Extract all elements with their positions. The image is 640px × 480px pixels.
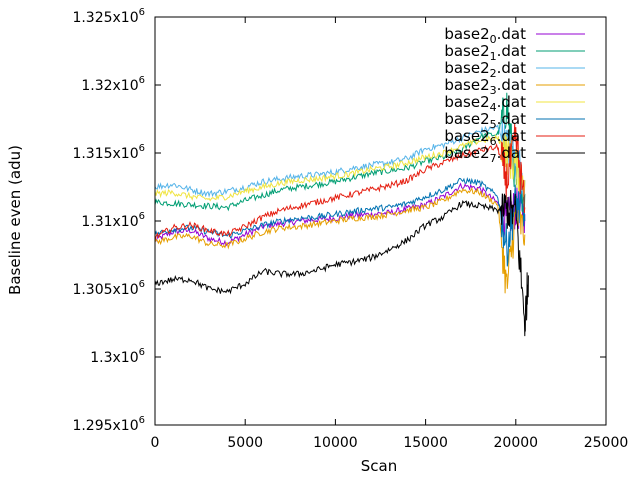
y-tick-mantissa: 1.305x10 bbox=[72, 282, 138, 298]
x-tick-label: 10000 bbox=[313, 435, 358, 451]
legend-name-subscript: 7 bbox=[490, 152, 497, 165]
legend-name-base: base2 bbox=[444, 25, 489, 43]
legend-entry-label: base23.dat bbox=[444, 76, 526, 97]
series-line-7 bbox=[154, 189, 529, 337]
y-tick-label: 1.315x106 bbox=[72, 143, 145, 162]
legend-name-base: base2 bbox=[444, 93, 489, 111]
y-tick-exponent: 6 bbox=[139, 415, 145, 426]
series-line-3 bbox=[154, 187, 526, 294]
legend-name-base: base2 bbox=[444, 127, 489, 145]
y-tick-mantissa: 1.315x10 bbox=[72, 146, 138, 162]
legend-name-suffix: .dat bbox=[497, 25, 526, 43]
y-tick-exponent: 6 bbox=[139, 75, 145, 86]
y-tick-label: 1.295x106 bbox=[72, 415, 145, 434]
legend-entry-label: base26.dat bbox=[444, 127, 526, 148]
y-tick-exponent: 6 bbox=[139, 347, 145, 358]
y-tick-mantissa: 1.3x10 bbox=[90, 350, 138, 366]
legend-entry-label: base24.dat bbox=[444, 93, 526, 114]
legend-name-suffix: .dat bbox=[497, 110, 526, 128]
legend-name-base: base2 bbox=[444, 42, 489, 60]
y-tick-exponent: 6 bbox=[139, 279, 145, 290]
legend-entry-label: base21.dat bbox=[444, 42, 526, 63]
y-tick-label: 1.3x106 bbox=[90, 347, 145, 366]
y-tick-mantissa: 1.295x10 bbox=[72, 418, 138, 434]
legend-entry-label: base20.dat bbox=[444, 25, 526, 46]
y-tick-label: 1.31x106 bbox=[81, 211, 145, 230]
legend-name-base: base2 bbox=[444, 76, 489, 94]
x-tick-label: 15000 bbox=[403, 435, 448, 451]
series-lines bbox=[154, 92, 529, 337]
x-tick-label: 0 bbox=[151, 435, 160, 451]
series-line-2 bbox=[154, 119, 526, 198]
y-tick-mantissa: 1.32x10 bbox=[81, 78, 138, 94]
x-tick-label: 20000 bbox=[494, 435, 539, 451]
series-line-1 bbox=[154, 92, 526, 214]
y-axis-title: Baseline even (adu) bbox=[6, 145, 24, 295]
legend-name-subscript: 0 bbox=[490, 33, 497, 46]
axis-ticks: 0 5000 10000 15000 20000 250001.295x1061.3x10… bbox=[72, 7, 628, 451]
y-tick-mantissa: 1.31x10 bbox=[81, 214, 138, 230]
y-tick-mantissa: 1.325x10 bbox=[72, 10, 138, 26]
y-tick-label: 1.32x106 bbox=[81, 75, 145, 94]
plot-frame bbox=[154, 16, 607, 426]
x-tick-label: 5000 bbox=[227, 435, 263, 451]
legend-entry-label: base22.dat bbox=[444, 59, 526, 80]
y-tick-exponent: 6 bbox=[139, 211, 145, 222]
series-line-6 bbox=[154, 123, 526, 241]
legend-name-subscript: 1 bbox=[490, 50, 497, 63]
y-tick-label: 1.325x106 bbox=[72, 7, 145, 26]
y-tick-exponent: 6 bbox=[139, 143, 145, 154]
legend-name-subscript: 2 bbox=[490, 67, 497, 80]
legend-name-suffix: .dat bbox=[497, 127, 526, 145]
series-line-4 bbox=[154, 133, 526, 202]
legend-name-base: base2 bbox=[444, 59, 489, 77]
legend-name-suffix: .dat bbox=[497, 59, 526, 77]
legend-name-suffix: .dat bbox=[497, 144, 526, 162]
legend-entry-label: base25.dat bbox=[444, 110, 526, 131]
y-tick-label: 1.305x106 bbox=[72, 279, 145, 298]
legend-name-subscript: 4 bbox=[490, 101, 497, 114]
legend-name-base: base2 bbox=[444, 144, 489, 162]
x-axis-title: Scan bbox=[361, 457, 397, 475]
legend-name-suffix: .dat bbox=[497, 42, 526, 60]
legend: base20.datbase21.datbase22.datbase23.dat… bbox=[444, 25, 585, 165]
legend-name-suffix: .dat bbox=[497, 93, 526, 111]
series-line-5 bbox=[154, 177, 526, 267]
y-tick-exponent: 6 bbox=[139, 7, 145, 18]
legend-name-subscript: 5 bbox=[490, 118, 497, 131]
legend-entry-label: base27.dat bbox=[444, 144, 526, 165]
x-tick-label: 25000 bbox=[584, 435, 629, 451]
legend-name-base: base2 bbox=[444, 110, 489, 128]
legend-name-subscript: 6 bbox=[490, 135, 497, 148]
legend-name-subscript: 3 bbox=[490, 84, 497, 97]
legend-name-suffix: .dat bbox=[497, 76, 526, 94]
